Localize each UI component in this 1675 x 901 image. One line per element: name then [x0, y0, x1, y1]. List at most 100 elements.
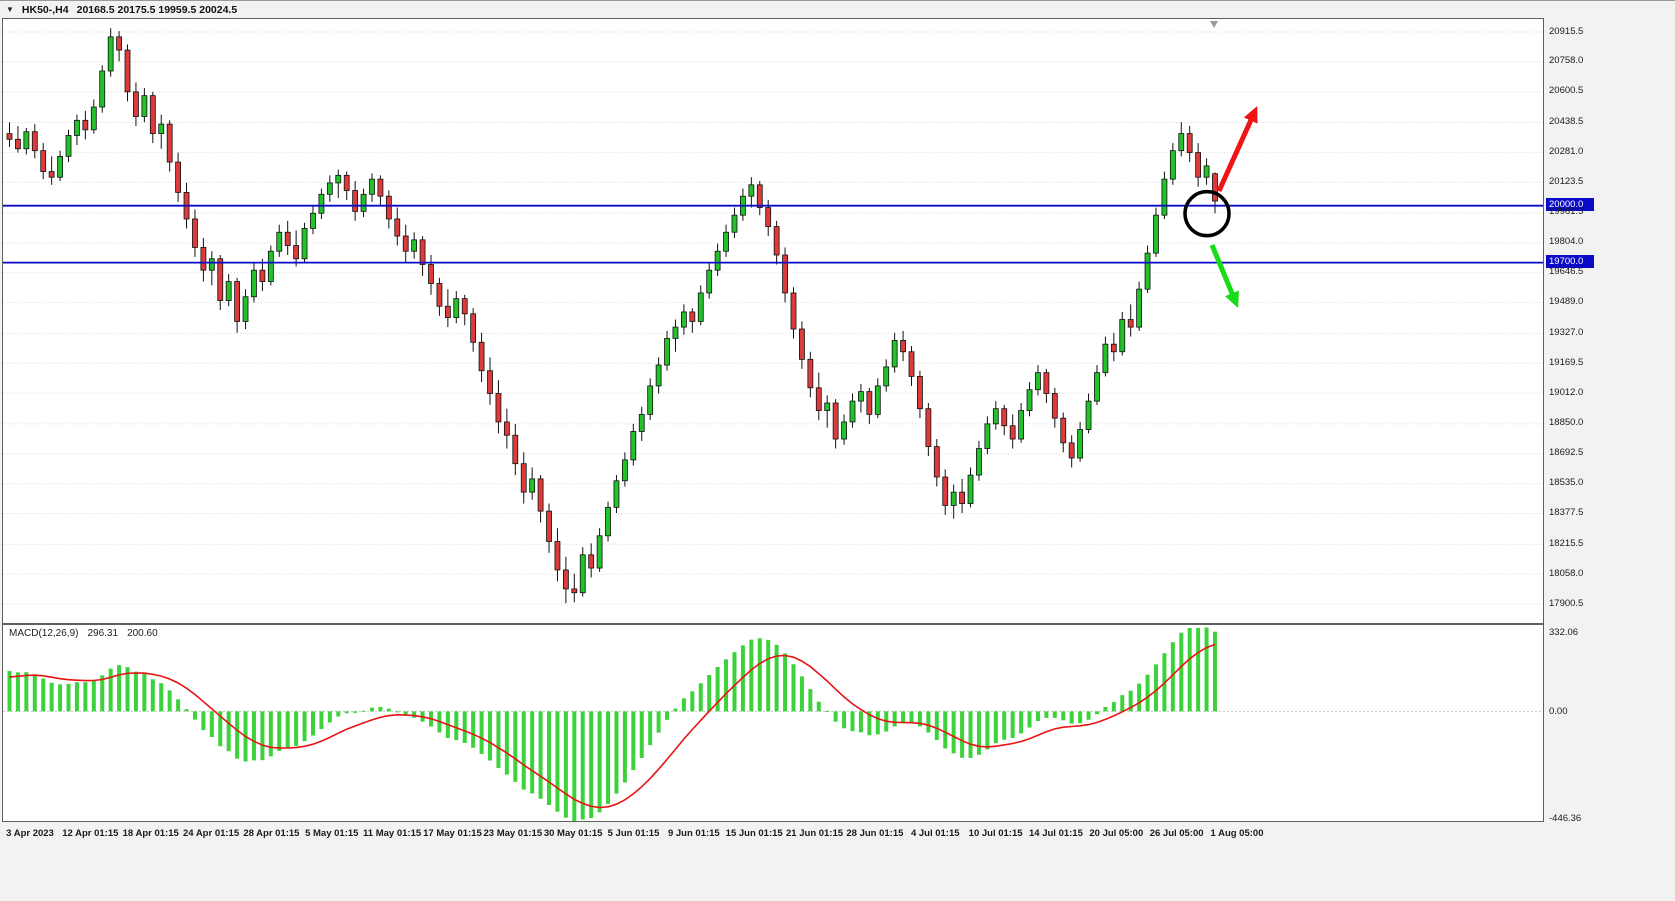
- candle-body: [967, 474, 974, 504]
- bullish-arrow-annotation[interactable]: [1216, 105, 1258, 193]
- macd-histogram-bar: [369, 707, 374, 712]
- macd-histogram-bar: [1078, 711, 1083, 724]
- breakout-circle-annotation[interactable]: [1183, 189, 1231, 238]
- candle-body: [1077, 429, 1084, 459]
- macd-histogram-bar: [294, 711, 299, 746]
- macd-histogram-bar: [74, 682, 79, 712]
- macd-histogram-bar: [825, 710, 830, 712]
- macd-panel[interactable]: MACD(12,26,9) 296.31 200.60: [2, 624, 1544, 822]
- candle-body: [411, 239, 418, 252]
- price-tick-label: 20438.5: [1549, 115, 1584, 127]
- macd-histogram-bar: [488, 711, 493, 761]
- candle-body: [748, 184, 755, 197]
- macd-histogram-bar: [471, 711, 476, 748]
- price-chart[interactable]: [2, 18, 1544, 624]
- macd-axis-label: -446.36: [1549, 812, 1582, 824]
- price-tick-label: 18377.5: [1549, 507, 1584, 518]
- price-tick-label: 19961.5: [1549, 206, 1584, 218]
- time-axis[interactable]: 3 Apr 2023 12 Apr 01:15 18 Apr 01:15 24 Apr…: [0, 822, 1675, 852]
- macd-histogram-bar: [1137, 683, 1142, 712]
- macd-histogram-bar: [1145, 674, 1150, 712]
- candle-body: [858, 391, 864, 402]
- ohlc-readout: 20168.5 20175.5 19959.5 20024.5: [76, 3, 238, 16]
- macd-chart-canvas[interactable]: [3, 625, 1543, 821]
- time-tick-label: 9 Jun 01:15: [667, 828, 720, 839]
- time-tick-label: 11 May 01:15: [363, 828, 422, 839]
- macd-histogram-bar: [1052, 711, 1057, 718]
- macd-histogram-bar: [1120, 695, 1125, 712]
- candle-body: [65, 135, 72, 157]
- candle-body: [1094, 372, 1100, 402]
- macd-histogram-bar: [344, 711, 349, 714]
- macd-histogram-bar: [454, 711, 459, 741]
- time-tick-label: 15 Jun 01:15: [725, 828, 783, 839]
- candle-body: [647, 385, 654, 415]
- macd-histogram-bar: [563, 711, 568, 818]
- macd-histogram-bar: [83, 682, 88, 712]
- candle-body: [487, 370, 493, 394]
- candle-body: [1161, 178, 1168, 216]
- macd-histogram-bar: [24, 672, 29, 712]
- macd-histogram-bar: [1196, 627, 1201, 712]
- candle-body: [1001, 408, 1008, 427]
- candle-body: [655, 364, 662, 387]
- candle-body: [251, 269, 257, 298]
- candle-body: [326, 182, 333, 195]
- macd-histogram-bar: [1204, 627, 1209, 712]
- candle-body: [453, 298, 460, 319]
- macd-histogram-bar: [681, 698, 686, 712]
- time-tick-label: 5 Jun 01:15: [607, 828, 660, 839]
- candle-body: [352, 190, 359, 212]
- candle-body: [360, 193, 367, 212]
- candle-body: [571, 588, 578, 594]
- price-tick-label: 20281.0: [1549, 145, 1584, 157]
- candle-body: [90, 106, 97, 131]
- candle-body: [217, 258, 224, 301]
- candlestick-chart-canvas[interactable]: [3, 19, 1543, 623]
- macd-histogram-bar: [395, 711, 400, 713]
- candle-body: [149, 95, 156, 134]
- candle-body: [1169, 150, 1176, 180]
- candle-body: [799, 328, 805, 360]
- macd-histogram-bar: [648, 711, 653, 746]
- macd-histogram-bar: [58, 684, 63, 712]
- macd-histogram-bar: [850, 711, 855, 732]
- candle-body: [950, 491, 957, 506]
- candle-body: [605, 506, 611, 537]
- macd-histogram-bar: [555, 711, 560, 812]
- macd-histogram-bar: [1027, 711, 1032, 728]
- macd-histogram-bar: [1111, 702, 1116, 712]
- candle-body: [520, 463, 527, 493]
- candle-body: [790, 292, 797, 330]
- macd-histogram-bar: [766, 639, 771, 712]
- macd-histogram-bar: [867, 711, 872, 736]
- time-tick-label: 28 Jun 01:15: [846, 828, 904, 839]
- time-tick-label: 1 Aug 05:00: [1210, 828, 1264, 839]
- macd-histogram-bar: [951, 711, 956, 754]
- macd-histogram-bar: [7, 671, 12, 712]
- bearish-arrow-annotation[interactable]: [1209, 244, 1239, 309]
- macd-histogram-bar: [268, 711, 273, 757]
- macd-histogram-bar: [1010, 711, 1015, 738]
- macd-histogram-bar: [125, 667, 130, 712]
- candle-body: [40, 150, 47, 172]
- macd-histogram-bar: [285, 711, 290, 748]
- symbol-timeframe-label: HK50-,H4: [21, 3, 69, 16]
- candle-body: [1136, 288, 1143, 328]
- candle-body: [681, 311, 687, 328]
- macd-histogram-bar: [150, 679, 155, 712]
- price-tick-label: 19327.0: [1549, 326, 1584, 338]
- macd-histogram-bar: [260, 711, 265, 761]
- price-tick-label: 19804.0: [1549, 236, 1584, 248]
- candle-body: [1043, 372, 1050, 394]
- macd-histogram-bar: [1153, 664, 1158, 712]
- time-tick-label: 10 Jul 01:15: [968, 828, 1023, 839]
- candle-body: [208, 258, 215, 271]
- macd-axis-label: 0.00: [1549, 705, 1568, 717]
- price-axis[interactable]: 20000.0 19700.0 20915.5 20758.0 20600.5 20438…: [1546, 1, 1675, 901]
- macd-histogram-bar: [1170, 642, 1175, 712]
- symbol-dropdown-icon[interactable]: ▼: [6, 5, 14, 14]
- macd-histogram-bar: [1044, 711, 1049, 718]
- macd-histogram-bar: [892, 711, 897, 727]
- macd-histogram-bar: [993, 711, 998, 744]
